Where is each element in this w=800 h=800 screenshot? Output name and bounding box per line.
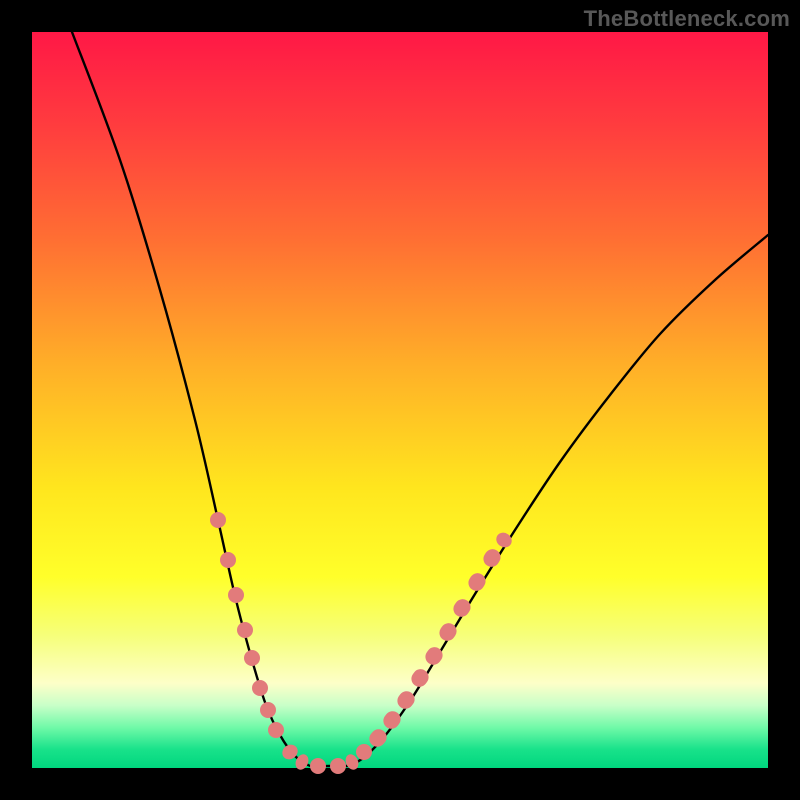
watermark-text: TheBottleneck.com xyxy=(584,6,790,32)
gradient-plot-area xyxy=(32,32,768,768)
chart-root: TheBottleneck.com xyxy=(0,0,800,800)
